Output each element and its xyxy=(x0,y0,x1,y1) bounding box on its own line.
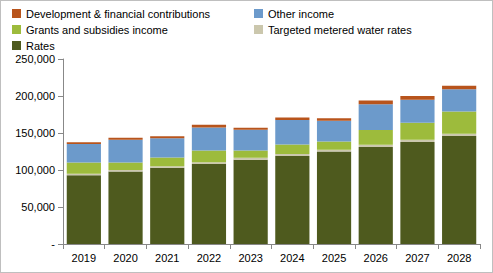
svg-text:2021: 2021 xyxy=(155,252,179,264)
svg-text:2025: 2025 xyxy=(322,252,346,264)
svg-text:2026: 2026 xyxy=(364,252,388,264)
svg-text:Targeted metered water rates: Targeted metered water rates xyxy=(268,24,412,36)
svg-text:Development & financial contri: Development & financial contributions xyxy=(26,8,211,20)
svg-text:2024: 2024 xyxy=(280,252,304,264)
svg-text:2022: 2022 xyxy=(197,252,221,264)
svg-text:2027: 2027 xyxy=(405,252,429,264)
svg-text:2019: 2019 xyxy=(72,252,96,264)
svg-text:100,000: 100,000 xyxy=(15,164,55,176)
svg-text:-: - xyxy=(51,238,55,250)
svg-text:50,000: 50,000 xyxy=(21,201,55,213)
svg-text:Rates: Rates xyxy=(26,40,55,52)
svg-text:250,000: 250,000 xyxy=(15,53,55,65)
svg-text:2028: 2028 xyxy=(447,252,471,264)
svg-text:Grants and subsidies income: Grants and subsidies income xyxy=(26,24,168,36)
svg-text:Other income: Other income xyxy=(268,8,334,20)
svg-text:2020: 2020 xyxy=(113,252,137,264)
svg-text:150,000: 150,000 xyxy=(15,127,55,139)
svg-text:2023: 2023 xyxy=(238,252,262,264)
svg-text:200,000: 200,000 xyxy=(15,90,55,102)
